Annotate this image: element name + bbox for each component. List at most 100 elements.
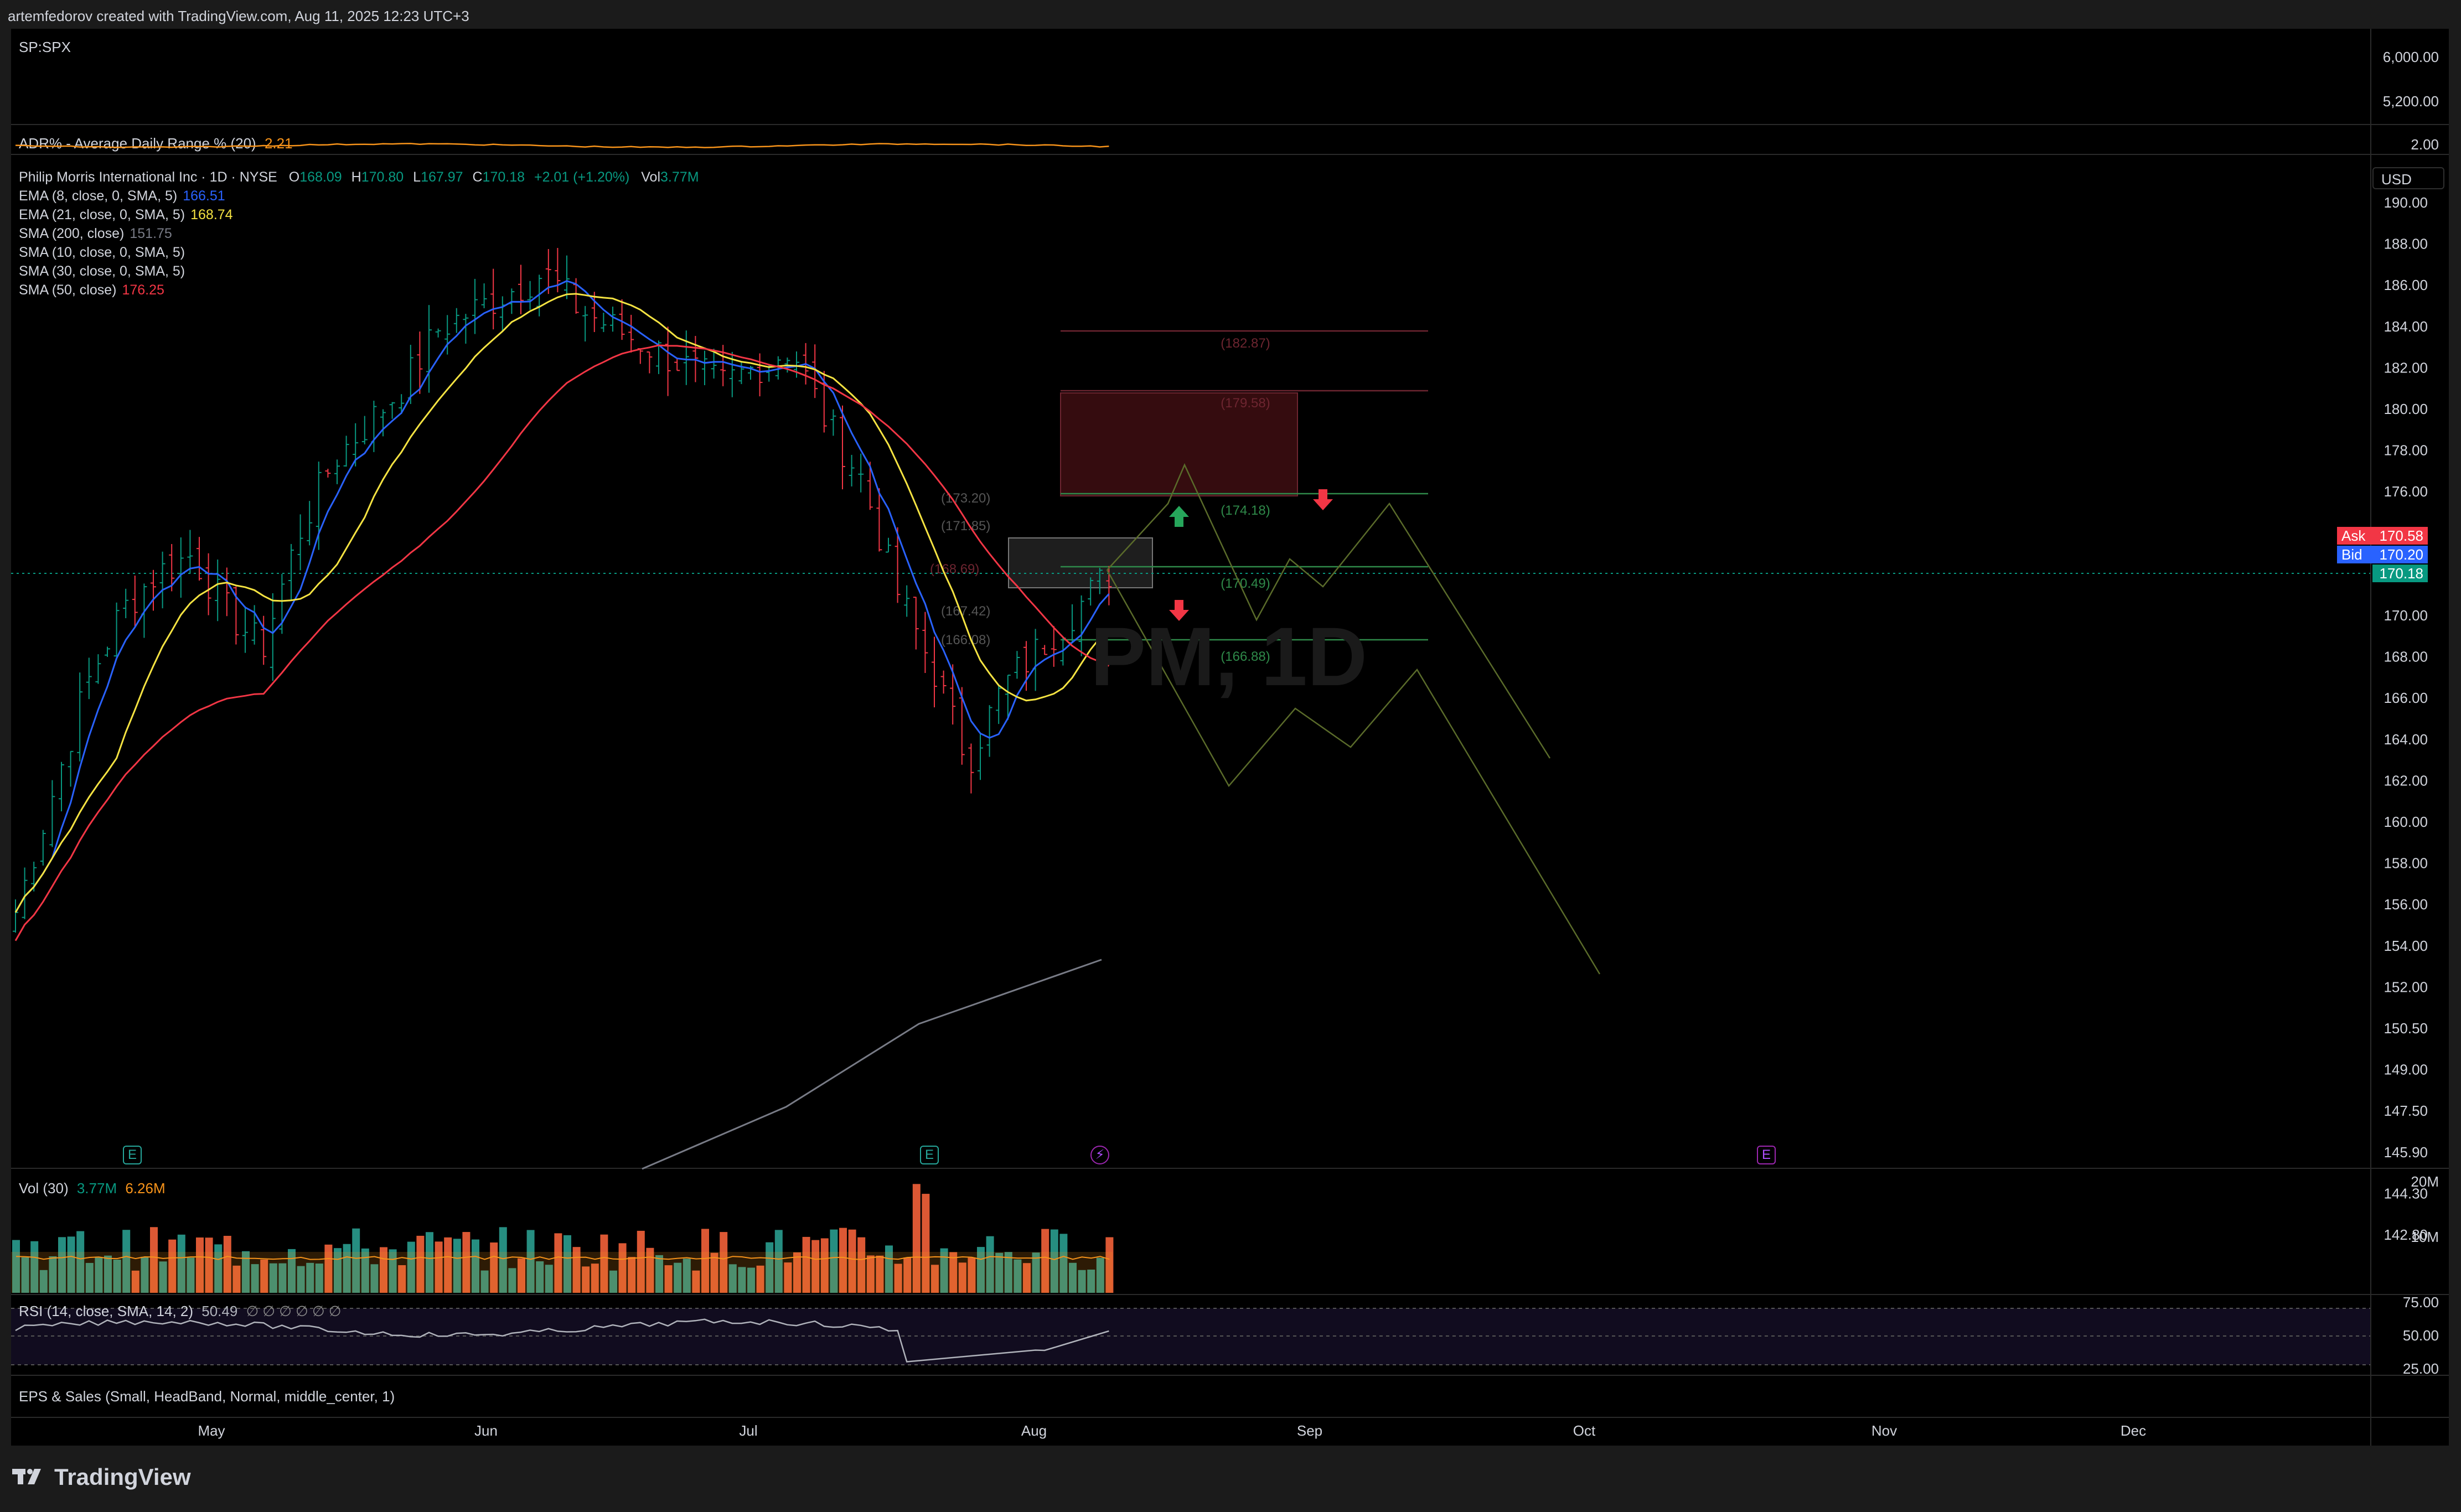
earnings-marker[interactable]: E <box>123 1146 142 1164</box>
indicator-label: SMA (200, close) <box>19 226 125 241</box>
price-axis-tick: 168.00 <box>2384 649 2428 665</box>
earnings-marker[interactable]: E <box>920 1146 939 1164</box>
volume-bar <box>214 1244 223 1293</box>
projection-path-bearish <box>1106 569 1601 975</box>
indicator-row[interactable]: EMA (8, close, 0, SMA, 5) 166.51 <box>19 188 225 204</box>
volume-bar <box>710 1252 718 1293</box>
tradingview-brand[interactable]: TradingView <box>12 1464 191 1490</box>
price-level-label: (170.49) <box>1221 576 1270 591</box>
time-axis-label: Sep <box>1296 1422 1323 1439</box>
ema8-line <box>14 279 1110 913</box>
volume-bar <box>793 1252 801 1293</box>
volume-bar <box>655 1255 663 1293</box>
volume-bar <box>572 1247 581 1293</box>
price-axis-tick: 145.90 <box>2384 1144 2428 1161</box>
volume-bar <box>885 1245 893 1293</box>
volume-bar <box>472 1239 479 1293</box>
volume-bar <box>637 1230 645 1293</box>
sma200-line <box>642 959 1102 1170</box>
ohlc-change: +2.01 (+1.20%) <box>534 169 630 185</box>
last-price-tag: 170.18 <box>2372 565 2428 582</box>
adr-legend: ADR% - Average Daily Range % (20) 2.21 <box>19 135 293 152</box>
ohlc-volume: Vol3.77M <box>641 169 699 185</box>
price-level-label: (168.69) <box>930 562 979 577</box>
volume-bar <box>582 1266 590 1293</box>
indicator-value: 176.25 <box>122 282 164 298</box>
price-axis-tick: 142.80 <box>2384 1226 2428 1243</box>
volume-bar <box>168 1239 177 1293</box>
up-arrow-icon <box>1169 506 1189 527</box>
price-axis-tick: 188.00 <box>2384 236 2428 252</box>
volume-bar <box>618 1243 627 1293</box>
volume-bar <box>278 1263 287 1293</box>
pane-separator[interactable] <box>11 1375 2449 1376</box>
tradingview-logo-icon <box>12 1469 41 1484</box>
pane-separator[interactable] <box>11 1168 2449 1169</box>
volume-bar <box>811 1240 820 1293</box>
earnings-marker[interactable]: E <box>1757 1146 1776 1164</box>
volume-bar <box>747 1267 755 1293</box>
volume-bar <box>922 1194 930 1293</box>
adr-line <box>15 142 1109 148</box>
price-axis-tick: 149.00 <box>2384 1061 2428 1078</box>
volume-bar <box>1069 1262 1077 1293</box>
volume-bar <box>1032 1252 1040 1293</box>
volume-bar <box>159 1261 167 1293</box>
chart-canvas[interactable] <box>11 29 2449 1446</box>
indicator-value: 151.75 <box>130 226 172 241</box>
symbol-title[interactable]: Philip Morris International Inc · 1D · N… <box>19 169 277 185</box>
price-axis-tick: 164.00 <box>2384 731 2428 748</box>
currency-selector[interactable]: USD <box>2372 167 2444 189</box>
price-axis-tick: 147.50 <box>2384 1102 2428 1119</box>
volume-bar <box>866 1255 875 1293</box>
volume-bar <box>683 1259 691 1293</box>
price-axis-tick: 190.00 <box>2384 194 2428 211</box>
ohlc-high: H170.80 <box>351 169 404 185</box>
price-axis-tick: 182.00 <box>2384 359 2428 376</box>
volume-bar <box>518 1258 525 1293</box>
pane-separator[interactable] <box>11 1417 2449 1418</box>
volume-bar <box>986 1236 994 1293</box>
volume-bar <box>242 1251 250 1293</box>
volume-bar <box>949 1252 958 1293</box>
volume-bar <box>67 1236 75 1293</box>
price-axis-tick: 144.30 <box>2384 1185 2428 1202</box>
down-arrow-icon <box>1313 489 1333 510</box>
volume-bar <box>958 1262 966 1293</box>
volume-bar <box>324 1244 333 1293</box>
volume-bar <box>563 1235 571 1293</box>
volume-bar <box>857 1237 866 1293</box>
volume-bar <box>444 1237 452 1293</box>
volume-bar <box>232 1265 241 1293</box>
volume-bar <box>830 1229 838 1293</box>
pane-separator[interactable] <box>11 1294 2449 1295</box>
volume-bar <box>1014 1259 1022 1293</box>
dividend-marker[interactable]: ⚡ <box>1090 1146 1109 1164</box>
rsi-value: 50.49 <box>201 1303 238 1319</box>
price-axis-divider <box>2370 29 2371 1446</box>
pane-separator[interactable] <box>11 154 2449 155</box>
indicator-row[interactable]: SMA (10, close, 0, SMA, 5) <box>19 245 190 261</box>
consolidation-box <box>1008 537 1153 588</box>
indicator-row[interactable]: EMA (21, close, 0, SMA, 5) 168.74 <box>19 207 233 223</box>
indicator-label: SMA (50, close) <box>19 282 117 298</box>
time-axis-label: May <box>198 1422 225 1439</box>
volume-bar <box>912 1184 921 1293</box>
volume-bar <box>150 1227 158 1293</box>
volume-bar <box>674 1262 682 1293</box>
pane-separator[interactable] <box>11 124 2449 125</box>
indicator-row[interactable]: SMA (30, close, 0, SMA, 5) <box>19 263 190 279</box>
volume-bar <box>1041 1229 1049 1293</box>
indicator-row[interactable]: SMA (200, close) 151.75 <box>19 226 172 242</box>
volume-bar <box>848 1229 856 1293</box>
indicator-row[interactable]: SMA (50, close) 176.25 <box>19 282 164 298</box>
volume-bar <box>995 1252 1004 1293</box>
volume-bar <box>728 1264 737 1293</box>
volume-bar <box>435 1241 443 1293</box>
volume-bar <box>545 1265 553 1293</box>
volume-bar <box>526 1230 535 1293</box>
volume-bar <box>21 1257 29 1293</box>
spx-axis-tick: 6,000.00 <box>2382 49 2439 65</box>
price-axis-tick: 170.00 <box>2384 607 2428 624</box>
